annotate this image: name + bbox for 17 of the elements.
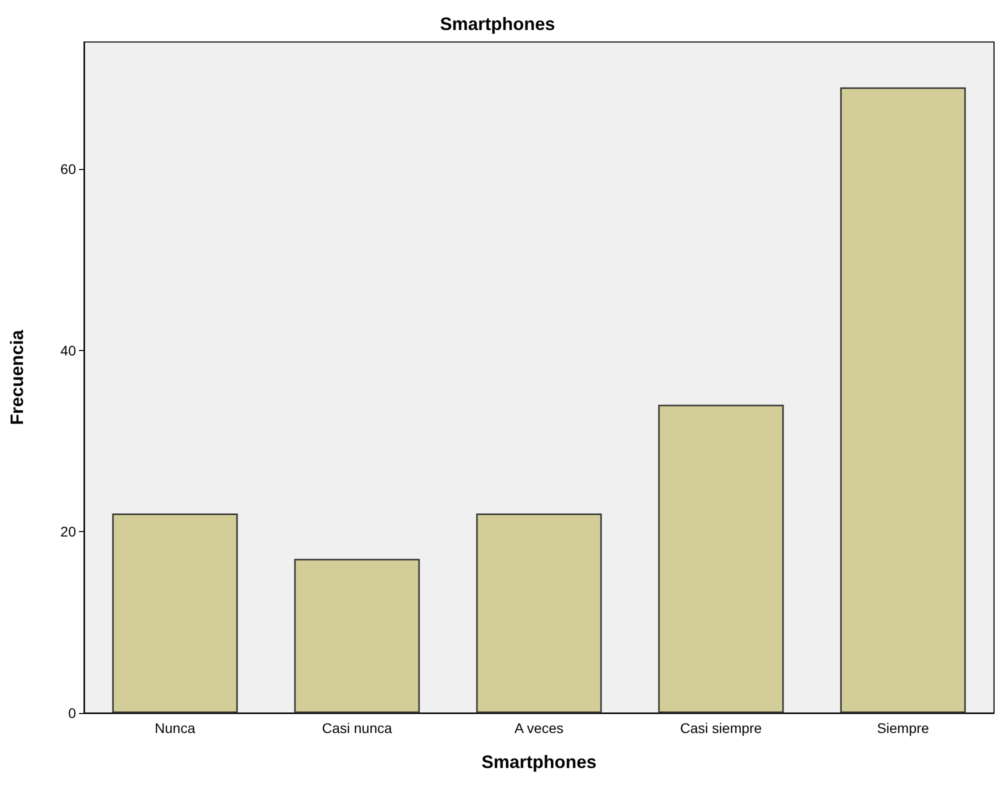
x-tick-label: Casi nunca: [322, 720, 392, 736]
bar: [112, 514, 238, 713]
bar: [840, 87, 966, 713]
bar: [294, 558, 420, 713]
y-axis-title: Frecuencia: [7, 328, 27, 426]
bar: [658, 404, 784, 713]
y-tick-label: 40: [60, 342, 76, 358]
bar: [476, 514, 602, 713]
x-tick-label: Casi siempre: [680, 720, 762, 736]
chart-title: Smartphones: [440, 14, 556, 34]
x-tick-label: Nunca: [154, 720, 196, 736]
x-tick-label: A veces: [514, 720, 564, 736]
y-tick-label: 20: [60, 524, 76, 540]
y-tick-label: 60: [60, 160, 76, 177]
x-axis-title: Smartphones: [481, 752, 597, 772]
x-tick-label: Siempre: [876, 720, 930, 736]
y-tick-label: 0: [68, 705, 76, 721]
